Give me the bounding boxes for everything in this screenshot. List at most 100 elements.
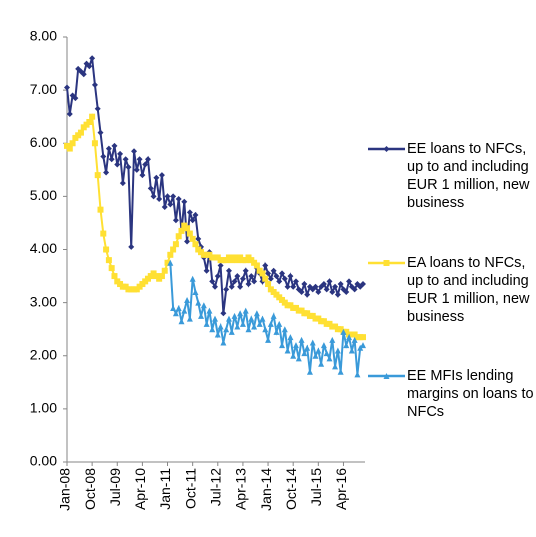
marker	[259, 315, 266, 322]
marker	[209, 278, 216, 285]
marker	[279, 270, 286, 277]
y-tick-label: 6.00	[30, 134, 57, 150]
marker	[228, 283, 235, 290]
marker	[287, 273, 294, 280]
marker	[220, 339, 227, 346]
marker	[158, 273, 165, 280]
marker	[304, 344, 311, 351]
y-tick-label: 1.00	[30, 400, 57, 416]
marker	[231, 312, 238, 319]
marker	[206, 307, 213, 314]
marker	[111, 142, 118, 149]
marker	[315, 289, 322, 295]
marker	[290, 352, 297, 359]
marker	[184, 296, 191, 303]
marker	[114, 161, 121, 168]
marker	[337, 281, 344, 288]
marker	[119, 180, 126, 187]
marker	[281, 326, 288, 333]
marker	[72, 95, 79, 102]
marker	[175, 304, 182, 311]
marker	[265, 270, 272, 277]
marker	[259, 270, 266, 277]
marker	[320, 281, 327, 288]
marker	[212, 283, 218, 290]
marker	[360, 334, 366, 341]
marker	[220, 310, 227, 317]
marker	[323, 350, 330, 357]
marker	[351, 286, 358, 293]
marker	[97, 129, 104, 136]
marker	[262, 262, 269, 269]
marker	[214, 273, 221, 280]
marker	[337, 368, 344, 375]
marker	[195, 235, 202, 242]
marker	[147, 185, 154, 192]
marker	[131, 148, 138, 155]
marker	[217, 262, 224, 269]
marker	[156, 196, 163, 203]
marker	[192, 241, 199, 248]
marker	[203, 320, 210, 327]
marker	[111, 273, 118, 280]
marker	[292, 278, 299, 285]
marker	[267, 320, 274, 327]
marker	[192, 211, 199, 218]
marker	[66, 145, 73, 152]
marker	[306, 368, 313, 375]
marker	[318, 360, 325, 367]
marker	[150, 193, 157, 200]
marker	[189, 217, 196, 224]
marker	[332, 363, 339, 370]
marker	[89, 55, 96, 62]
marker	[315, 347, 322, 354]
marker	[125, 164, 132, 171]
marker	[276, 320, 283, 327]
marker	[343, 289, 350, 295]
x-tick-label: Jul-12	[207, 468, 223, 506]
marker	[326, 278, 333, 285]
marker	[237, 310, 244, 317]
marker	[245, 326, 252, 333]
marker	[189, 275, 196, 282]
marker	[186, 209, 193, 216]
marker	[144, 156, 151, 163]
marker	[89, 113, 96, 120]
marker	[231, 278, 238, 285]
marker	[267, 275, 274, 282]
marker	[91, 140, 98, 147]
marker	[184, 238, 191, 245]
marker	[136, 156, 143, 163]
x-tick-label: Oct-08	[82, 468, 98, 510]
marker	[184, 225, 191, 232]
marker	[276, 278, 283, 285]
marker	[273, 273, 280, 280]
marker	[128, 243, 135, 250]
marker	[161, 267, 168, 274]
marker	[108, 156, 115, 163]
marker	[354, 371, 361, 378]
marker	[212, 315, 218, 322]
marker	[100, 230, 107, 237]
marker	[170, 193, 177, 200]
series-line	[169, 262, 364, 375]
marker	[360, 281, 366, 288]
marker	[301, 350, 308, 357]
marker	[181, 198, 188, 205]
marker	[237, 283, 244, 290]
marker	[86, 119, 93, 125]
y-tick-label: 0.00	[30, 453, 57, 469]
marker	[200, 302, 207, 309]
marker	[139, 172, 146, 179]
marker	[195, 299, 202, 306]
x-tick-label: Apr-13	[233, 468, 249, 510]
legend-label: EE MFIs lending margins on loans to NFCs	[407, 368, 534, 420]
marker	[164, 193, 171, 200]
marker	[214, 331, 221, 338]
marker	[105, 145, 112, 152]
marker	[172, 310, 179, 317]
marker	[292, 342, 299, 349]
y-tick-label: 5.00	[30, 187, 57, 203]
x-tick-label: Jul-09	[107, 468, 123, 506]
marker	[225, 267, 232, 274]
